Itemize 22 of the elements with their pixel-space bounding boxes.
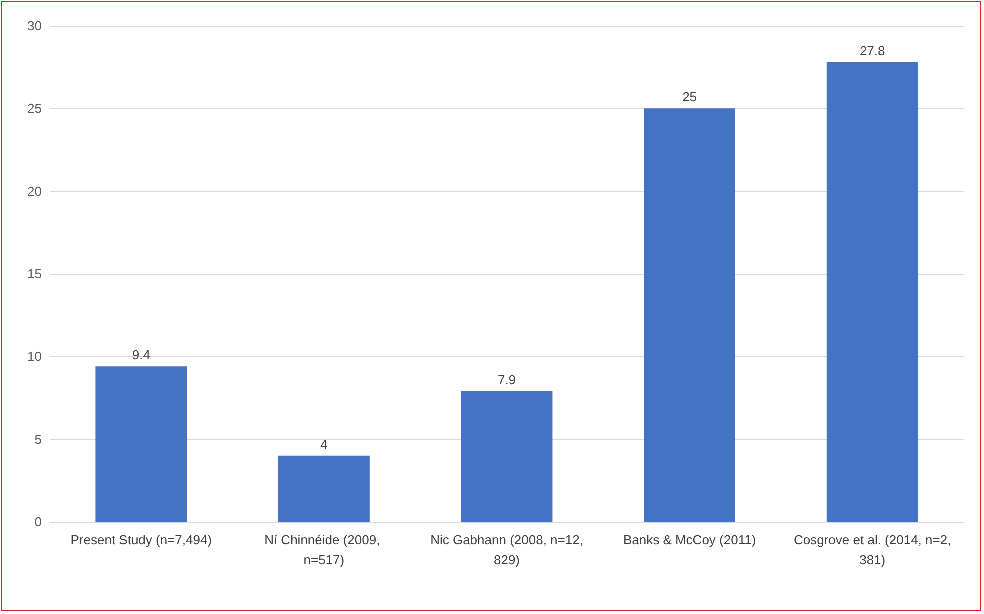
x-tick-label: Nic Gabhann (2008, n=12,829) (430, 532, 584, 568)
bar (644, 108, 736, 522)
bar (826, 62, 918, 522)
y-tick-label: 5 (34, 432, 42, 447)
data-label: 7.9 (498, 372, 516, 388)
y-tick-label: 25 (28, 101, 42, 116)
data-label: 27.8 (860, 43, 886, 58)
x-tick-label: Banks & McCoy (2011) (623, 532, 756, 548)
data-label: 25 (682, 90, 698, 105)
data-label: 9.4 (132, 348, 150, 363)
bar (278, 456, 370, 522)
y-tick-label: 30 (28, 18, 42, 34)
x-tick-label: Ní Chinnéide (2009, n=517) (264, 532, 384, 568)
x-tick-label: Cosgrove et al. (2014, n=2,381) (794, 532, 952, 568)
data-label: 4 (320, 436, 328, 452)
y-tick-label: 0 (34, 514, 42, 530)
y-tick-label: 10 (28, 349, 42, 364)
y-tick-label: 15 (28, 266, 42, 282)
x-tick-label: Present Study (n=7,494) (70, 532, 212, 548)
bar (461, 391, 553, 522)
y-tick-label: 20 (28, 184, 42, 199)
bar (96, 366, 188, 522)
